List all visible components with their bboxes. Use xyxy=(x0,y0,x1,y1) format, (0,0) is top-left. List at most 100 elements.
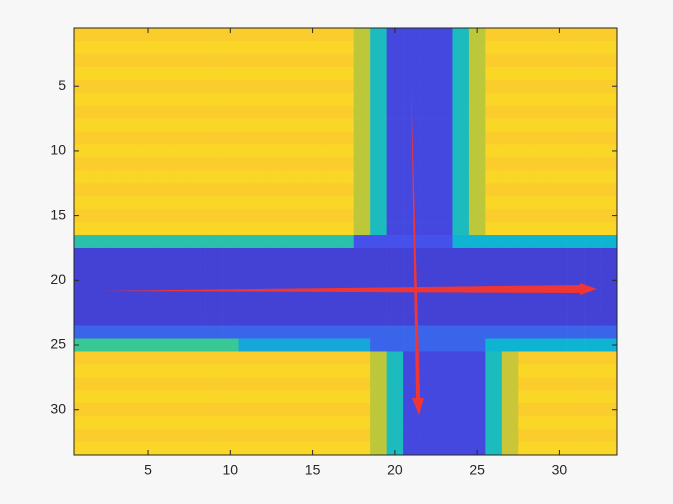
cell xyxy=(567,144,585,158)
cell xyxy=(172,338,190,352)
cell xyxy=(468,364,486,378)
cell xyxy=(106,144,124,158)
cell xyxy=(74,273,91,288)
cell xyxy=(271,92,289,106)
cell xyxy=(551,66,568,81)
cell xyxy=(205,403,223,417)
cell xyxy=(370,105,387,119)
cell xyxy=(501,351,519,365)
cell xyxy=(551,390,568,404)
cell xyxy=(567,40,585,55)
cell xyxy=(90,28,108,42)
cell xyxy=(501,364,519,378)
cell xyxy=(600,351,618,365)
cell xyxy=(337,196,355,210)
cell xyxy=(370,260,387,275)
cell xyxy=(370,209,387,223)
cell xyxy=(205,157,223,171)
cell xyxy=(337,118,355,132)
cell xyxy=(205,222,223,236)
y-tick-label: 5 xyxy=(58,77,66,93)
cell xyxy=(403,196,420,210)
cell xyxy=(238,429,256,443)
cell xyxy=(567,209,585,223)
cell xyxy=(304,79,322,93)
cell xyxy=(320,429,338,443)
cell xyxy=(74,222,91,236)
cell xyxy=(123,325,141,339)
cell xyxy=(485,66,503,81)
cell xyxy=(403,183,420,197)
cell xyxy=(74,260,91,275)
cell xyxy=(485,429,503,443)
cell xyxy=(189,222,206,236)
cell xyxy=(370,416,387,430)
cell xyxy=(238,235,256,249)
cell xyxy=(436,40,453,55)
cell xyxy=(238,351,256,365)
cell xyxy=(271,183,289,197)
cell xyxy=(74,105,91,119)
cell xyxy=(600,183,618,197)
cell xyxy=(222,183,239,197)
cell xyxy=(287,247,305,262)
cell xyxy=(386,105,404,119)
cell xyxy=(518,196,536,210)
cell xyxy=(255,312,272,326)
cell xyxy=(551,325,568,339)
cell xyxy=(600,312,618,326)
cell xyxy=(386,53,404,68)
cell xyxy=(600,196,618,210)
cell xyxy=(74,157,91,171)
cell xyxy=(156,247,174,262)
cell xyxy=(304,429,322,443)
cell xyxy=(74,416,91,430)
cell xyxy=(271,299,289,313)
cell xyxy=(353,403,371,417)
cell xyxy=(90,222,108,236)
cell xyxy=(238,390,256,404)
cell xyxy=(156,66,174,81)
cell xyxy=(353,351,371,365)
cell xyxy=(468,235,486,249)
cell xyxy=(222,403,239,417)
cell xyxy=(600,144,618,158)
cell xyxy=(304,92,322,106)
cell xyxy=(501,416,519,430)
cell xyxy=(501,79,519,93)
cell xyxy=(600,105,618,119)
cell xyxy=(123,144,141,158)
cell xyxy=(452,144,470,158)
cell xyxy=(139,183,157,197)
cell xyxy=(485,53,503,68)
cell xyxy=(600,222,618,236)
cell xyxy=(287,118,305,132)
cell xyxy=(567,416,585,430)
cell xyxy=(353,92,371,106)
cell xyxy=(156,28,174,42)
cell xyxy=(222,92,239,106)
cell xyxy=(436,170,453,184)
cell xyxy=(403,209,420,223)
cell xyxy=(205,351,223,365)
cell xyxy=(123,196,141,210)
cell xyxy=(534,66,552,81)
cell xyxy=(337,235,355,249)
cell xyxy=(353,131,371,145)
cell xyxy=(436,105,453,119)
cell xyxy=(386,273,404,288)
cell xyxy=(353,235,371,249)
cell xyxy=(238,247,256,262)
cell xyxy=(501,40,519,55)
cell xyxy=(90,260,108,275)
cell xyxy=(90,429,108,443)
cell xyxy=(501,235,519,249)
cell xyxy=(320,144,338,158)
cell xyxy=(534,312,552,326)
cell xyxy=(534,131,552,145)
cell xyxy=(238,144,256,158)
cell xyxy=(271,53,289,68)
cell xyxy=(139,170,157,184)
cell xyxy=(370,170,387,184)
cell xyxy=(501,260,519,275)
